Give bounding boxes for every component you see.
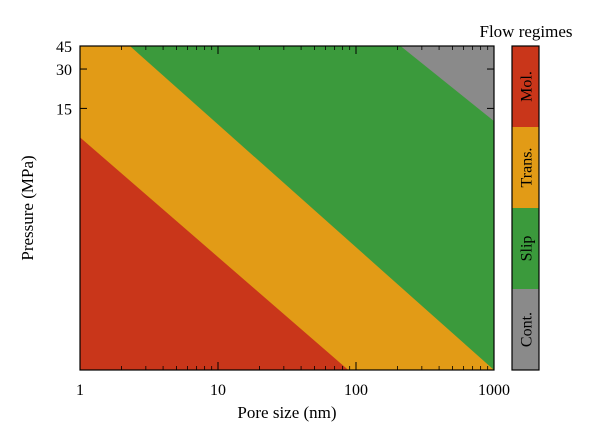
- legend-label-cont: Cont.: [519, 312, 536, 347]
- region-slip: [129, 46, 494, 370]
- x-tick-label: 1: [76, 382, 84, 399]
- y-tick-label: 30: [56, 62, 72, 79]
- plot-frame: [79, 45, 495, 371]
- x-tick-label: 100: [344, 382, 368, 399]
- legend-title: Flow regimes: [479, 22, 572, 41]
- x-tick-label: 1000: [478, 382, 510, 399]
- legend-label-slip: Slip: [519, 236, 536, 262]
- legend-swatch-trans: [512, 127, 539, 208]
- legend-swatch-mol: [512, 46, 539, 127]
- legend-swatch-slip: [512, 208, 539, 289]
- legend-colorbar: Mol. Trans. Slip Cont.: [511, 45, 540, 371]
- axis-ticks: 1 10 100 1000 15 30 45: [56, 39, 510, 399]
- legend-frame: [511, 45, 540, 371]
- y-tick-label: 15: [56, 101, 72, 118]
- y-axis-label: Pressure (MPa): [18, 155, 37, 260]
- x-tick-label: 10: [210, 382, 226, 399]
- region-cont: [400, 46, 494, 122]
- legend-label-mol: Mol.: [519, 71, 536, 102]
- legend-label-trans: Trans.: [519, 148, 536, 188]
- plot-regions: [80, 46, 494, 370]
- y-tick-label: 45: [56, 39, 72, 56]
- legend-swatch-cont: [512, 289, 539, 370]
- x-axis-label: Pore size (nm): [237, 403, 336, 422]
